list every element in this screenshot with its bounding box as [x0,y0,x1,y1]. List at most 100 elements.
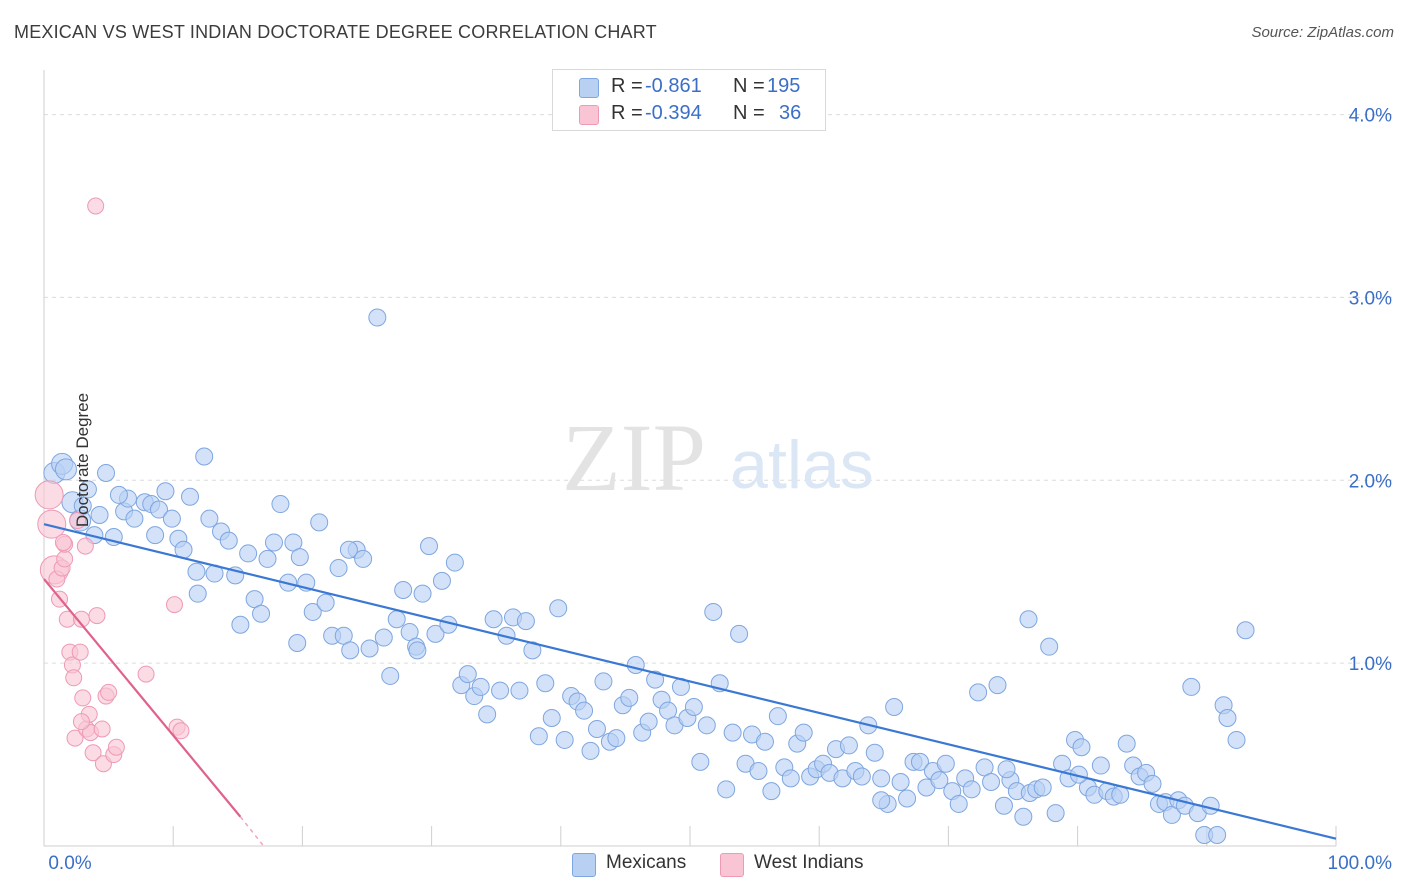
mexicans-point[interactable] [910,752,929,771]
mexicans-point[interactable] [354,549,373,568]
mexicans-point[interactable] [510,681,529,700]
mexicans-point[interactable] [271,495,290,514]
mexicans-point[interactable] [607,729,626,748]
mexicans-point[interactable] [523,641,542,660]
mexicans-point[interactable] [310,513,329,532]
mexicans-point[interactable] [478,705,497,724]
mexicans-point[interactable] [387,610,406,629]
mexicans-point[interactable] [969,683,988,702]
mexicans-point[interactable] [341,641,360,660]
mexicans-point[interactable] [646,670,665,689]
mexicans-point[interactable] [723,723,742,742]
mexicans-point[interactable] [620,688,639,707]
mexicans-point[interactable] [542,709,561,727]
west-indians-point[interactable] [37,509,67,539]
mexicans-point[interactable] [258,549,277,568]
west-indians-point[interactable] [76,537,94,555]
mexicans-point[interactable] [97,463,116,482]
mexicans-point[interactable] [1033,778,1052,797]
mexicans-point[interactable] [781,769,800,788]
mexicans-point[interactable] [149,500,168,519]
mexicans-point[interactable] [684,698,703,717]
mexicans-point[interactable] [988,676,1007,695]
mexicans-point[interactable] [697,716,716,735]
mexicans-point[interactable] [794,723,813,742]
west-indians-point[interactable] [87,197,105,215]
mexicans-point[interactable] [936,754,955,773]
mexicans-point[interactable] [839,736,858,755]
mexicans-point[interactable] [898,789,917,808]
west-indians-point[interactable] [84,744,102,762]
mexicans-point[interactable] [252,604,271,623]
mexicans-point[interactable] [1227,730,1246,749]
mexicans-point[interactable] [1182,677,1201,696]
mexicans-point[interactable] [316,593,335,612]
mexicans-point[interactable] [408,641,427,660]
mexicans-point[interactable] [594,672,613,691]
west-indians-point[interactable] [88,607,106,625]
mexicans-point[interactable] [1046,804,1065,823]
mexicans-point[interactable] [865,743,884,762]
mexicans-point[interactable] [329,559,348,578]
mexicans-point[interactable] [891,773,910,791]
mexicans-point[interactable] [575,701,594,720]
mexicans-point[interactable] [156,482,175,501]
mexicans-point[interactable] [360,639,379,658]
mexicans-point[interactable] [109,485,128,504]
mexicans-point[interactable] [420,537,439,556]
mexicans-point[interactable] [872,769,891,788]
mexicans-point[interactable] [78,480,97,499]
mexicans-point[interactable] [1236,621,1255,640]
mexicans-point[interactable] [1019,610,1038,629]
mexicans-point[interactable] [146,526,165,545]
mexicans-point[interactable] [549,599,568,618]
mexicans-point[interactable] [1218,709,1237,727]
mexicans-point[interactable] [445,553,464,572]
mexicans-point[interactable] [1143,774,1162,793]
west-indians-point[interactable] [100,683,118,701]
west-indians-point[interactable] [72,713,90,731]
mexicans-point[interactable] [994,796,1013,815]
mexicans-point[interactable] [691,752,710,771]
west-indians-point[interactable] [65,669,83,687]
mexicans-point[interactable] [200,509,219,528]
mexicans-point[interactable] [339,540,358,559]
mexicans-point[interactable] [54,458,77,481]
mexicans-point[interactable] [529,727,548,746]
mexicans-point[interactable] [288,634,307,653]
mexicans-point[interactable] [1091,756,1110,775]
mexicans-point[interactable] [1111,785,1130,804]
mexicans-point[interactable] [704,602,723,621]
mexicans-point[interactable] [458,665,477,684]
mexicans-point[interactable] [471,677,490,696]
mexicans-point[interactable] [768,707,787,726]
mexicans-point[interactable] [852,767,871,786]
mexicans-point[interactable] [290,548,309,567]
mexicans-point[interactable] [581,741,600,760]
mexicans-point[interactable] [1014,807,1033,826]
mexicans-point[interactable] [749,762,768,781]
mexicans-point[interactable] [368,308,387,327]
mexicans-point[interactable] [162,509,181,528]
mexicans-point[interactable] [432,571,451,590]
west-indians-point[interactable] [172,722,190,740]
mexicans-point[interactable] [180,487,199,506]
mexicans-point[interactable] [872,791,891,810]
west-indians-point[interactable] [66,729,84,747]
mexicans-point[interactable] [426,624,445,643]
mexicans-point[interactable] [555,730,574,749]
mexicans-point[interactable] [239,544,258,563]
mexicans-point[interactable] [717,780,736,799]
west-indians-point[interactable] [71,643,89,661]
mexicans-point[interactable] [962,780,981,799]
mexicans-point[interactable] [762,782,781,801]
mexicans-point[interactable] [536,674,555,693]
mexicans-point[interactable] [264,533,283,552]
mexicans-point[interactable] [394,581,413,599]
mexicans-point[interactable] [1208,826,1227,845]
mexicans-point[interactable] [484,610,503,629]
mexicans-point[interactable] [413,584,432,603]
mexicans-point[interactable] [231,615,250,634]
mexicans-point[interactable] [303,602,322,621]
mexicans-point[interactable] [516,612,535,631]
